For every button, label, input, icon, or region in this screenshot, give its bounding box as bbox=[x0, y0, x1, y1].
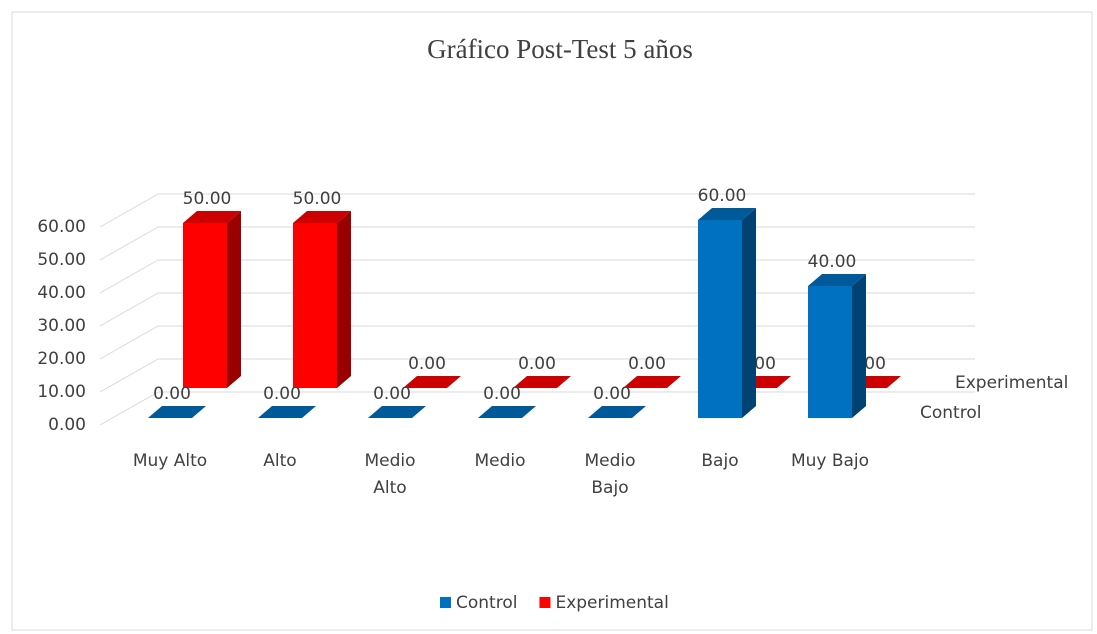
bar bbox=[183, 223, 227, 388]
value-label: 0.00 bbox=[373, 384, 411, 404]
depth-label: Experimental bbox=[955, 373, 1068, 393]
bar-side bbox=[337, 211, 351, 388]
legend-label: Control bbox=[456, 593, 517, 613]
bar-top bbox=[368, 406, 426, 418]
bar-side bbox=[852, 274, 866, 418]
x-tick-label: Alto bbox=[263, 451, 296, 471]
value-label: 0.00 bbox=[263, 384, 301, 404]
bar-top bbox=[478, 406, 536, 418]
x-tick-label: Medio Bajo bbox=[584, 451, 635, 498]
grid-line bbox=[99, 358, 159, 393]
value-label: 60.00 bbox=[698, 186, 747, 206]
grid-line bbox=[99, 193, 159, 228]
y-tick-label: 0.00 bbox=[48, 415, 86, 435]
bar-top bbox=[588, 406, 646, 418]
value-label: 0.00 bbox=[628, 354, 666, 374]
x-tick-label: Muy Bajo bbox=[791, 451, 869, 471]
y-tick-label: 40.00 bbox=[37, 283, 86, 303]
bar-top bbox=[183, 211, 241, 223]
bar-top bbox=[513, 376, 571, 388]
bar bbox=[293, 223, 337, 388]
value-label: 0.00 bbox=[408, 354, 446, 374]
value-label: 0.00 bbox=[153, 384, 191, 404]
bar-top bbox=[293, 211, 351, 223]
legend-swatch bbox=[440, 597, 451, 608]
bar-side bbox=[742, 208, 756, 418]
legend-label: Experimental bbox=[555, 593, 668, 613]
value-label: 0.00 bbox=[593, 384, 631, 404]
y-tick-label: 60.00 bbox=[37, 217, 86, 237]
bar-top bbox=[403, 376, 461, 388]
depth-label: Control bbox=[920, 403, 981, 423]
bar bbox=[698, 220, 742, 418]
grid-line bbox=[99, 292, 159, 327]
bar-top bbox=[148, 406, 206, 418]
value-label: 50.00 bbox=[183, 189, 232, 209]
value-label: 50.00 bbox=[293, 189, 342, 209]
grid-line bbox=[99, 226, 159, 261]
y-tick-label: 10.00 bbox=[37, 382, 86, 402]
bar-top bbox=[808, 274, 866, 286]
value-label: 0.00 bbox=[483, 384, 521, 404]
grid-line bbox=[99, 391, 159, 426]
grid-line bbox=[99, 259, 159, 294]
bar bbox=[808, 286, 852, 418]
x-tick-label: Medio bbox=[474, 451, 525, 471]
x-tick-label: Medio Alto bbox=[364, 451, 415, 498]
bar-top bbox=[258, 406, 316, 418]
y-tick-label: 30.00 bbox=[37, 316, 86, 336]
x-tick-label: Bajo bbox=[701, 451, 738, 471]
value-label: 40.00 bbox=[808, 252, 857, 272]
chart-border bbox=[11, 11, 1093, 631]
x-tick-label: Muy Alto bbox=[133, 451, 207, 471]
y-tick-label: 20.00 bbox=[37, 349, 86, 369]
chart-title: Gráfico Post-Test 5 años bbox=[427, 34, 693, 64]
y-tick-label: 50.00 bbox=[37, 250, 86, 270]
bar-top bbox=[698, 208, 756, 220]
grid-line bbox=[99, 325, 159, 360]
legend-swatch bbox=[539, 597, 551, 608]
bar-top bbox=[623, 376, 681, 388]
bar-side bbox=[227, 211, 241, 388]
value-label: 0.00 bbox=[518, 354, 556, 374]
